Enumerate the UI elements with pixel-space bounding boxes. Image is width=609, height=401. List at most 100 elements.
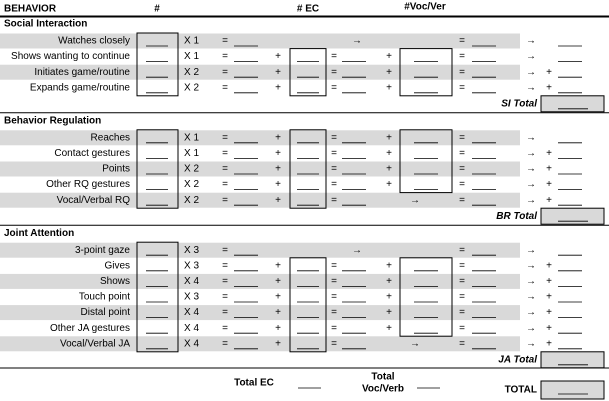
total-box <box>540 207 605 225</box>
equals: = <box>459 338 465 349</box>
voc-box <box>399 48 453 97</box>
multiplier: X 2 <box>184 195 199 206</box>
behavior-label: Vocal/Verbal RQ <box>57 195 131 206</box>
equals: = <box>459 82 465 93</box>
multiplier: X 2 <box>184 67 199 78</box>
header-count: # <box>154 4 160 15</box>
equals: = <box>459 67 465 78</box>
row-band <box>0 336 520 352</box>
equals: = <box>222 164 228 175</box>
plus: + <box>275 179 281 190</box>
row-band <box>0 242 520 258</box>
arrow: → <box>526 132 536 143</box>
arrow: → <box>526 51 536 62</box>
behavior-label: Touch point <box>79 292 130 303</box>
arrow: → <box>526 82 536 93</box>
equals: = <box>331 195 337 206</box>
plus: + <box>275 164 281 175</box>
header-voc: #Voc/Ver <box>404 2 446 13</box>
behavior-label: Other RQ gestures <box>46 179 130 190</box>
equals: = <box>222 292 228 303</box>
plus: + <box>546 148 552 159</box>
equals: = <box>222 245 228 256</box>
equals: = <box>222 36 228 47</box>
arrow: → <box>526 292 536 303</box>
plus: + <box>275 195 281 206</box>
arrow: → <box>526 179 536 190</box>
multiplier: X 1 <box>184 51 199 62</box>
grand-total-label: TOTAL <box>505 385 537 396</box>
arrow: → <box>526 260 536 271</box>
plus: + <box>275 307 281 318</box>
plus: + <box>386 148 392 159</box>
section-total-label: JA Total <box>498 354 537 365</box>
equals: = <box>331 260 337 271</box>
header-behavior: BEHAVIOR <box>4 4 57 15</box>
plus: + <box>546 67 552 78</box>
plus: + <box>386 260 392 271</box>
plus: + <box>275 67 281 78</box>
behavior-label: Watches closely <box>58 36 130 47</box>
behavior-label: Distal point <box>81 307 131 318</box>
plus: + <box>275 323 281 334</box>
behavior-label: Initiates game/routine <box>34 67 130 78</box>
plus: + <box>546 164 552 175</box>
plus: + <box>386 82 392 93</box>
total-voc-label: Total <box>371 372 394 383</box>
row-band <box>0 130 520 146</box>
equals: = <box>459 164 465 175</box>
section-title: Joint Attention <box>4 228 74 239</box>
equals: = <box>331 148 337 159</box>
equals: = <box>459 245 465 256</box>
equals: = <box>459 132 465 143</box>
plus: + <box>275 260 281 271</box>
equals: = <box>459 292 465 303</box>
equals: = <box>331 164 337 175</box>
header-ec: # EC <box>297 4 319 15</box>
plus: + <box>386 276 392 287</box>
grand-total-box <box>540 380 605 400</box>
behavior-label: Shows <box>100 276 130 287</box>
plus: + <box>275 276 281 287</box>
equals: = <box>331 51 337 62</box>
multiplier: X 3 <box>184 260 199 271</box>
equals: = <box>222 67 228 78</box>
arrow: → <box>526 276 536 287</box>
multiplier: X 4 <box>184 338 199 349</box>
equals: = <box>459 323 465 334</box>
arrow: → <box>526 67 536 78</box>
multiplier: X 2 <box>184 164 199 175</box>
arrow: → <box>526 164 536 175</box>
behavior-label: 3-point gaze <box>75 245 130 256</box>
voc-box <box>399 129 453 194</box>
multiplier: X 4 <box>184 307 199 318</box>
multiplier: X 1 <box>184 148 199 159</box>
equals: = <box>222 51 228 62</box>
behavior-label: Vocal/Verbal JA <box>60 338 130 349</box>
plus: + <box>546 260 552 271</box>
equals: = <box>222 132 228 143</box>
multiplier: X 1 <box>184 36 199 47</box>
multiplier: X 3 <box>184 292 199 303</box>
equals: = <box>331 338 337 349</box>
behavior-label: Gives <box>104 260 130 271</box>
row-band <box>0 305 520 321</box>
plus: + <box>386 67 392 78</box>
equals: = <box>459 36 465 47</box>
plus: + <box>546 82 552 93</box>
arrow: → <box>352 36 362 47</box>
row-band <box>0 161 520 177</box>
arrow: → <box>526 323 536 334</box>
equals: = <box>222 260 228 271</box>
equals: = <box>459 195 465 206</box>
behavior-label: Contact gestures <box>54 148 130 159</box>
row-band <box>0 192 520 208</box>
plus: + <box>275 338 281 349</box>
behavior-label: Other JA gestures <box>50 323 130 334</box>
equals: = <box>331 323 337 334</box>
plus: + <box>546 195 552 206</box>
equals: = <box>222 323 228 334</box>
equals: = <box>331 292 337 303</box>
equals: = <box>222 82 228 93</box>
ec-box <box>289 129 327 209</box>
